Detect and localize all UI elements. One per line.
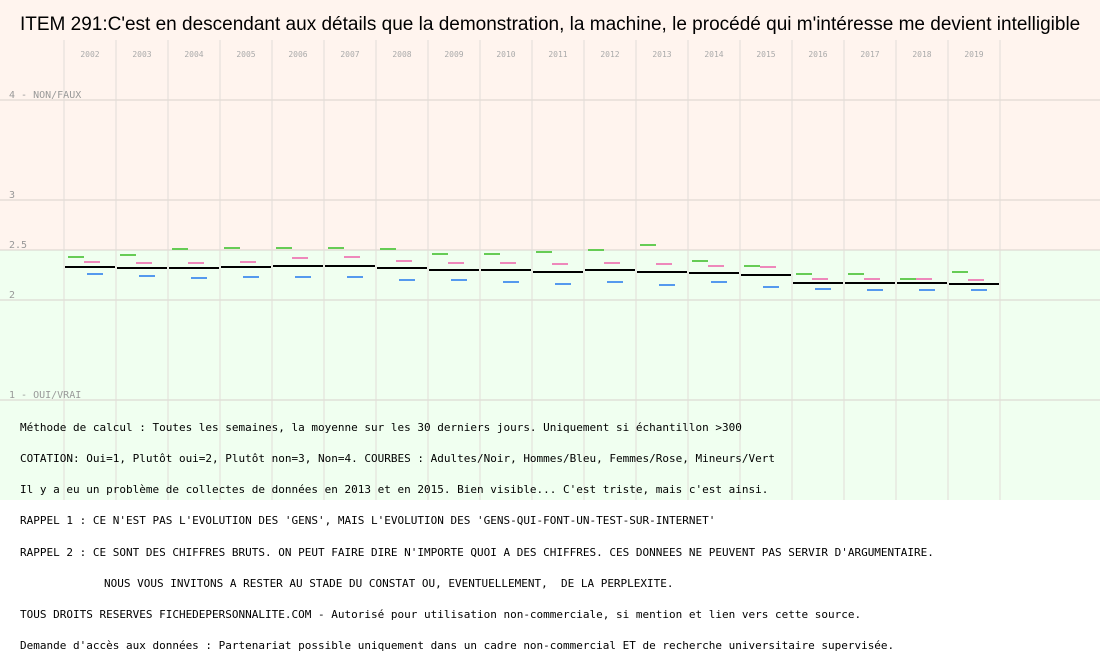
note-rights: TOUS DROITS RESERVES FICHEDEPERSONNALITE… — [20, 608, 862, 622]
series-0 — [65, 265, 999, 285]
y-tick-label: 3 — [9, 190, 15, 201]
notes-block: Méthode de calcul : Toutes les semaines,… — [20, 402, 934, 662]
y-tick-label: 2 — [9, 290, 15, 301]
series-2 — [87, 273, 987, 291]
note-cotation: COTATION: Oui=1, Plutôt oui=2, Plutôt no… — [20, 452, 775, 466]
x-tick-label: 2008 — [392, 50, 411, 59]
chart-area: 2002 2003 2004 2005 2006 2007 2008 2009 2010 2011… — [0, 0, 1100, 500]
x-tick-label: 2007 — [340, 50, 359, 59]
chart-band-0 — [0, 0, 1100, 250]
y-tick-label: 2.5 — [9, 240, 27, 251]
x-tick-label: 2012 — [600, 50, 619, 59]
x-tick-label: 2013 — [652, 50, 671, 59]
note-data-access: Demande d'accès aux données : Partenaria… — [20, 639, 895, 653]
x-tick-label: 2017 — [860, 50, 879, 59]
x-tick-label: 2009 — [444, 50, 463, 59]
note-problem: Il y a eu un problème de collectes de do… — [20, 483, 769, 497]
x-tick-label: 2014 — [704, 50, 723, 59]
x-tick-label: 2018 — [912, 50, 931, 59]
note-invitation: NOUS VOUS INVITONS A RESTER AU STADE DU … — [104, 576, 674, 590]
page-title: ITEM 291:C'est en descendant aux détails… — [20, 14, 1081, 35]
y-tick-label: 1 - OUI/VRAI — [9, 390, 81, 401]
series-3 — [68, 244, 968, 280]
x-tick-label: 2019 — [964, 50, 983, 59]
x-tick-label: 2015 — [756, 50, 775, 59]
note-method: Méthode de calcul : Toutes les semaines,… — [20, 420, 742, 434]
y-tick-label: 4 - NON/FAUX — [9, 90, 81, 101]
x-tick-label: 2016 — [808, 50, 827, 59]
x-tick-label: 2010 — [496, 50, 515, 59]
x-tick-label: 2005 — [236, 50, 255, 59]
x-tick-label: 2004 — [184, 50, 203, 59]
series-1 — [84, 256, 984, 281]
chart-band-1 — [0, 250, 1100, 500]
note-rappel-1: RAPPEL 1 : CE N'EST PAS L'EVOLUTION DES … — [20, 514, 716, 528]
x-tick-label: 2011 — [548, 50, 567, 59]
x-tick-label: 2003 — [132, 50, 151, 59]
x-tick-label: 2002 — [80, 50, 99, 59]
note-rappel-2: RAPPEL 2 : CE SONT DES CHIFFRES BRUTS. O… — [20, 545, 934, 559]
x-tick-label: 2006 — [288, 50, 307, 59]
